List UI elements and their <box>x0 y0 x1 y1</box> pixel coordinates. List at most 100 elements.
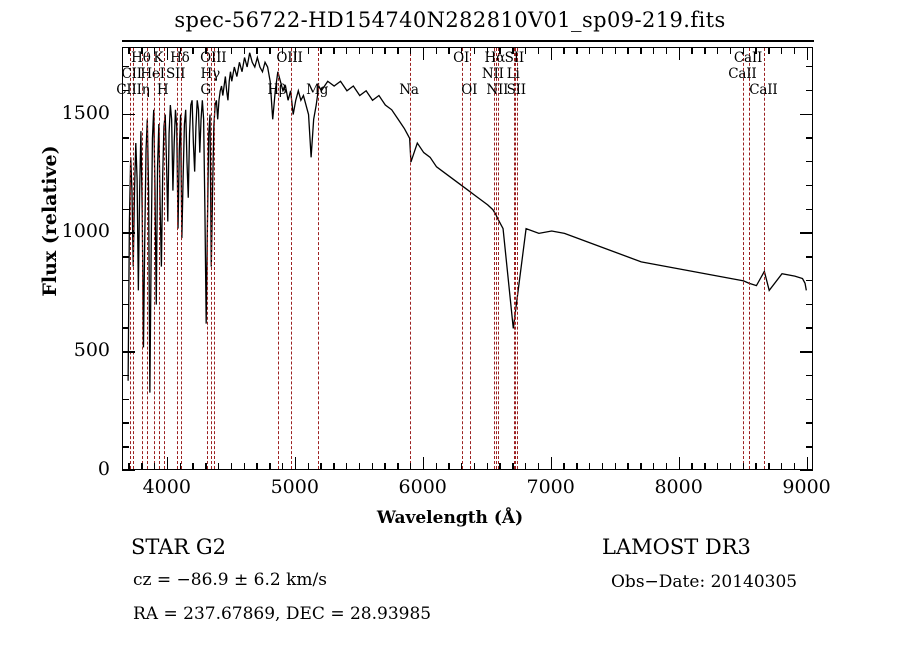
line-marker-oiii <box>290 48 292 469</box>
x-tick <box>448 463 450 470</box>
survey-label: LAMOST DR3 <box>602 535 751 559</box>
line-label-k: K <box>153 50 164 66</box>
line-label-h: H <box>156 82 169 98</box>
x-tick <box>525 463 527 470</box>
x-tick-label: 4000 <box>142 476 191 498</box>
x-tick <box>320 463 322 470</box>
x-tick <box>550 457 553 470</box>
line-marker-li <box>514 48 516 469</box>
y-tick-right <box>800 232 813 234</box>
x-tick <box>537 463 540 470</box>
x-tick <box>435 463 437 470</box>
x-tick <box>409 463 412 470</box>
y-tick <box>122 184 129 187</box>
x-tick <box>653 463 655 470</box>
x-tick-top <box>576 47 578 54</box>
y-tick <box>122 208 129 210</box>
object-class-label: STAR G2 <box>131 535 227 559</box>
x-tick-top <box>781 47 783 54</box>
coordinates-label: RA = 237.67869, DEC = 28.93985 <box>133 604 432 624</box>
x-tick <box>717 463 719 470</box>
x-tick-top <box>128 47 130 54</box>
plot-area <box>123 48 812 469</box>
x-tick <box>345 463 348 470</box>
y-tick-right <box>806 256 813 258</box>
x-tick <box>640 463 642 470</box>
line-marker-hβ <box>277 48 279 469</box>
x-tick-top <box>422 47 425 60</box>
x-tick-top <box>358 47 361 54</box>
x-tick-top <box>153 47 156 54</box>
y-tick-right <box>806 279 813 282</box>
line-marker-g <box>206 48 208 469</box>
y-tick-right <box>806 161 813 163</box>
y-tick-right <box>806 446 813 448</box>
x-tick <box>742 463 744 470</box>
y-tick <box>122 398 129 401</box>
line-marker-nii <box>493 48 495 469</box>
x-tick-top <box>678 47 681 60</box>
x-tick-top <box>525 47 527 54</box>
line-label-g: G <box>200 82 211 98</box>
x-tick-top <box>486 47 489 54</box>
y-tick-label: 1000 <box>61 220 110 243</box>
y-tick <box>122 422 129 424</box>
line-label-caii: CaII <box>733 50 763 66</box>
x-tick-top <box>563 47 565 54</box>
x-tick-top <box>217 47 220 54</box>
line-label-hγ: Hγ <box>200 66 221 82</box>
x-tick-label: 9000 <box>782 476 831 498</box>
x-tick <box>217 463 220 470</box>
x-tick <box>384 463 386 470</box>
x-tick <box>371 463 373 470</box>
x-tick-top <box>768 47 770 54</box>
y-tick <box>122 351 135 353</box>
x-tick <box>141 463 143 470</box>
x-tick-top <box>601 47 604 54</box>
x-tick-top <box>243 47 245 54</box>
y-tick <box>122 161 129 163</box>
y-tick-right <box>800 351 813 353</box>
line-label-hα: Hα <box>484 50 506 66</box>
x-tick-top <box>281 47 284 54</box>
line-marker-hθ <box>141 48 143 469</box>
y-tick-right <box>806 422 813 424</box>
x-tick-top <box>192 47 194 54</box>
x-tick <box>512 463 514 470</box>
line-marker-sii <box>517 48 519 469</box>
line-label-ciii: CIII <box>116 82 142 98</box>
x-tick <box>473 463 476 470</box>
x-tick-top <box>435 47 437 54</box>
y-tick-right <box>806 89 813 92</box>
title-underline <box>122 40 814 42</box>
x-tick <box>294 457 297 470</box>
y-tick <box>122 113 135 115</box>
line-marker-k <box>159 48 161 469</box>
y-tick <box>122 256 129 258</box>
x-tick <box>576 463 578 470</box>
x-tick-top <box>640 47 642 54</box>
x-tick <box>499 463 501 470</box>
x-tick <box>179 463 181 470</box>
x-tick <box>665 463 668 470</box>
x-tick-top <box>755 47 757 54</box>
x-tick <box>397 463 399 470</box>
x-tick <box>333 463 335 470</box>
x-tick <box>781 463 783 470</box>
x-tick <box>486 463 489 470</box>
x-tick <box>230 463 233 470</box>
line-marker-oi <box>462 48 464 469</box>
x-tick <box>704 463 706 470</box>
line-label-caii: CaII <box>728 66 757 82</box>
y-tick-right <box>806 66 813 68</box>
line-marker-ciii <box>130 48 132 469</box>
x-tick-top <box>537 47 540 54</box>
line-marker-hγ <box>211 48 213 469</box>
y-tick <box>122 327 129 329</box>
x-tick <box>691 463 693 470</box>
x-axis-title: Wavelength (Å) <box>376 508 524 528</box>
line-marker-caii <box>748 48 750 469</box>
line-label-hδ: Hδ <box>170 50 190 66</box>
x-tick-top <box>384 47 386 54</box>
y-tick-right <box>806 374 813 377</box>
